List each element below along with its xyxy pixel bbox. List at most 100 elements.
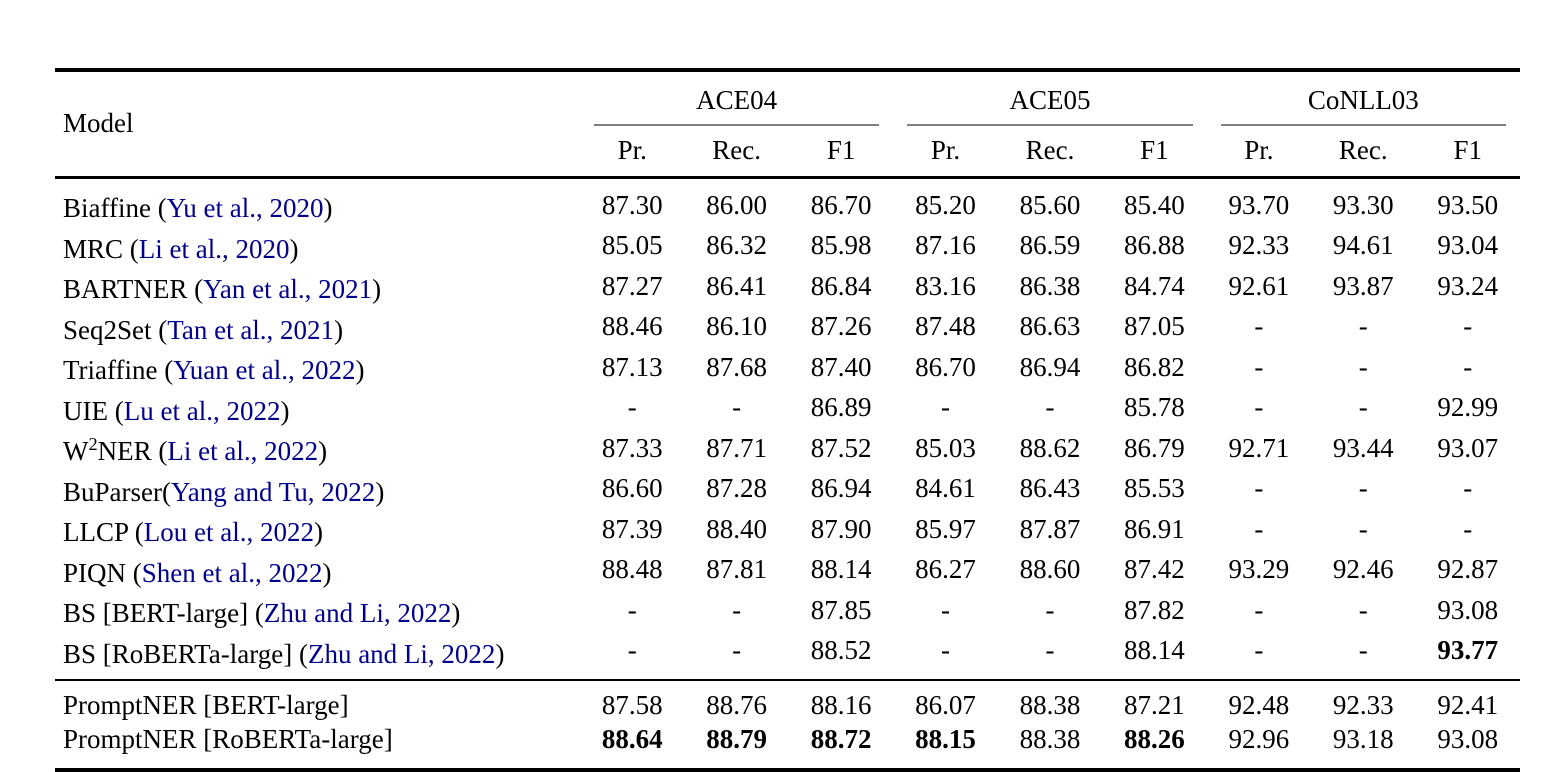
table-row: LLCP (Lou et al., 2022) 87.39 88.40 87.9… <box>55 509 1520 550</box>
metric-cell: - <box>1463 473 1473 503</box>
metric-cell: 86.41 <box>706 270 768 301</box>
metric-cell: - <box>1358 594 1368 625</box>
metric-cell: 88.38 <box>1019 723 1081 754</box>
table-row: PIQN (Shen et al., 2022) 88.48 87.81 88.… <box>55 550 1520 591</box>
metric-cell: 88.16 <box>810 690 872 720</box>
metric-cell: 93.07 <box>1437 432 1499 463</box>
metric-cell: 87.42 <box>1124 554 1185 584</box>
model-cell: UIE (Lu et al., 2022) <box>63 395 290 426</box>
model-cell: Biaffine (Yu et al., 2020) <box>63 193 333 223</box>
metric-cell: 88.52 <box>810 635 872 665</box>
citation-link[interactable]: Yan et al., 2021 <box>203 274 373 304</box>
citation-link[interactable]: Yang and Tu, 2022 <box>170 476 376 507</box>
metric-cell: 86.89 <box>810 392 872 422</box>
metric-cell: - <box>1254 594 1264 625</box>
metric-cell: 94.61 <box>1332 230 1394 260</box>
model-cell: MRC (Li et al., 2020) <box>63 233 299 264</box>
metric-cell: 92.33 <box>1332 690 1394 720</box>
metric-cell: 88.14 <box>810 554 872 584</box>
metric-cell: 86.10 <box>706 311 768 341</box>
metric-cell: 87.26 <box>810 311 872 341</box>
metric-cell: - <box>1254 311 1264 341</box>
metric-cell: 92.46 <box>1332 554 1394 584</box>
table-row: Biaffine (Yu et al., 2020) 87.30 86.00 8… <box>55 178 1520 226</box>
metric-cell: 86.91 <box>1124 513 1185 544</box>
model-cell: Triaffine (Yuan et al., 2022) <box>63 355 365 385</box>
metric-cell: 87.28 <box>706 473 768 503</box>
metric-cell: 92.33 <box>1228 230 1290 260</box>
baseline-results-section: Biaffine (Yu et al., 2020) 87.30 86.00 8… <box>55 178 1520 680</box>
model-cell: W2NER (Li et al., 2022) <box>63 434 328 466</box>
metric-cell: 87.71 <box>706 432 768 463</box>
citation-link[interactable]: Li et al., 2020 <box>138 233 290 264</box>
metric-cell: 87.30 <box>601 189 663 220</box>
metric-cell: 88.26 <box>1124 723 1185 754</box>
model-cell: PromptNER [RoBERTa-large] <box>63 723 393 754</box>
table-row: BuParser(Yang and Tu, 2022) 86.60 87.28 … <box>55 469 1520 510</box>
metric-cell: 87.21 <box>1124 690 1185 720</box>
citation-link[interactable]: Zhu and Li, 2022 <box>263 598 452 628</box>
citation-link[interactable]: Lou et al., 2022 <box>143 517 314 547</box>
col-group-conll03: CoNLL03 <box>1207 70 1520 126</box>
metric-cell: - <box>941 594 951 625</box>
metric-cell: 85.05 <box>601 230 663 260</box>
metric-cell: - <box>1463 513 1473 544</box>
metric-cell: 85.53 <box>1124 473 1185 503</box>
metric-cell: 93.70 <box>1228 189 1290 220</box>
metric-cell: 86.60 <box>601 473 663 503</box>
metric-cell: - <box>1254 473 1264 503</box>
metric-header-f1: F1 <box>1140 135 1169 166</box>
model-cell: BS [BERT-large] (Zhu and Li, 2022) <box>63 598 461 628</box>
table-row: PromptNER [RoBERTa-large] 88.64 88.79 88… <box>55 723 1520 771</box>
col-group-ace05: ACE05 <box>893 70 1206 126</box>
citation-link[interactable]: Shen et al., 2022 <box>141 557 323 588</box>
model-cell: PIQN (Shen et al., 2022) <box>63 557 332 588</box>
metric-cell: - <box>1358 473 1368 503</box>
cmidrule-ace04 <box>594 124 880 126</box>
metric-header-pr: Pr. <box>1244 135 1274 166</box>
metric-cell: 87.33 <box>601 432 663 463</box>
metric-cell: 86.59 <box>1019 230 1081 260</box>
metric-cell: 87.90 <box>810 513 872 544</box>
metric-cell: - <box>1045 594 1055 625</box>
promptner-results-section: PromptNER [BERT-large] 87.58 88.76 88.16… <box>55 680 1520 770</box>
metric-cell: - <box>1254 351 1264 382</box>
metric-cell: 86.07 <box>915 690 976 720</box>
metric-cell: 85.60 <box>1019 189 1081 220</box>
metric-cell: - <box>1045 392 1055 422</box>
metric-cell: 86.84 <box>810 270 872 301</box>
citation-link[interactable]: Zhu and Li, 2022 <box>307 638 496 669</box>
citation-link[interactable]: Lu et al., 2022 <box>123 395 281 426</box>
metric-cell: 86.88 <box>1124 230 1185 260</box>
metric-cell: 87.81 <box>706 554 768 584</box>
citation-link[interactable]: Tan et al., 2021 <box>167 314 335 345</box>
metric-cell: 88.46 <box>601 311 663 341</box>
metric-cell: 92.96 <box>1228 723 1290 754</box>
metric-cell: - <box>627 594 637 625</box>
metric-cell: 87.87 <box>1019 513 1081 544</box>
metric-cell: 84.61 <box>915 473 976 503</box>
metric-cell: 92.48 <box>1228 690 1290 720</box>
metric-cell: - <box>941 635 951 665</box>
metric-cell: 88.64 <box>601 723 663 754</box>
model-cell: Seq2Set (Tan et al., 2021) <box>63 314 344 345</box>
citation-link[interactable]: Li et al., 2022 <box>167 436 319 466</box>
citation-link[interactable]: Yuan et al., 2022 <box>173 355 356 385</box>
metric-cell: 88.72 <box>810 723 872 754</box>
metric-cell: 85.97 <box>915 513 976 544</box>
citation-link[interactable]: Yu et al., 2020 <box>166 193 324 223</box>
metric-cell: 87.13 <box>601 351 663 382</box>
metric-cell: 93.87 <box>1332 270 1394 301</box>
group-label-conll03: CoNLL03 <box>1307 85 1419 115</box>
metric-header-pr: Pr. <box>930 135 961 166</box>
metric-cell: 85.40 <box>1124 189 1185 220</box>
metric-cell: 86.38 <box>1019 270 1081 301</box>
metric-cell: - <box>1254 513 1264 544</box>
model-column-header: Model <box>63 108 134 139</box>
metric-cell: 87.05 <box>1124 311 1185 341</box>
metric-cell: - <box>627 635 637 665</box>
metric-cell: 88.40 <box>706 513 768 544</box>
metric-cell: - <box>732 635 742 665</box>
metric-cell: 87.58 <box>601 690 663 720</box>
table-row: W2NER (Li et al., 2022) 87.33 87.71 87.5… <box>55 428 1520 469</box>
